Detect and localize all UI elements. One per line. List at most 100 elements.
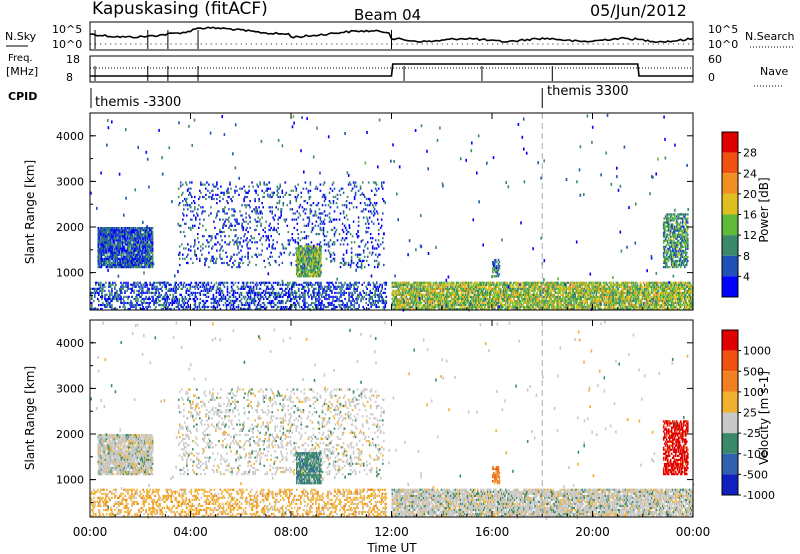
data-cell bbox=[100, 257, 103, 260]
data-cell bbox=[105, 237, 108, 240]
data-cell bbox=[100, 263, 103, 267]
data-cell bbox=[402, 285, 405, 288]
data-cell bbox=[309, 245, 311, 248]
data-cell bbox=[333, 226, 336, 229]
data-cell bbox=[102, 247, 105, 250]
data-cell bbox=[204, 301, 207, 305]
data-cell bbox=[105, 241, 108, 244]
data-cell bbox=[101, 245, 104, 248]
data-cell bbox=[109, 251, 112, 254]
data-cell bbox=[145, 301, 147, 305]
data-cell bbox=[345, 237, 348, 240]
data-cell bbox=[348, 285, 350, 288]
data-cell bbox=[177, 253, 180, 256]
data-cell bbox=[199, 257, 201, 260]
data-cell bbox=[240, 214, 242, 217]
data-cell bbox=[225, 303, 228, 307]
data-cell bbox=[186, 261, 188, 265]
data-cell bbox=[413, 283, 416, 286]
data-cell bbox=[204, 263, 206, 267]
data-cell bbox=[454, 295, 457, 298]
data-cell bbox=[254, 210, 256, 213]
data-cell bbox=[311, 275, 313, 278]
data-cell bbox=[477, 295, 480, 298]
data-cell bbox=[293, 253, 296, 256]
data-cell bbox=[338, 281, 340, 284]
data-cell bbox=[136, 249, 139, 252]
data-cell bbox=[344, 303, 346, 307]
data-cell bbox=[402, 305, 405, 309]
data-cell bbox=[473, 291, 476, 294]
data-cell bbox=[336, 285, 338, 288]
data-cell bbox=[143, 307, 145, 311]
data-cell bbox=[433, 305, 436, 309]
data-cell bbox=[347, 261, 350, 265]
data-cell bbox=[170, 287, 172, 290]
data-cell bbox=[226, 293, 229, 296]
data-cell bbox=[111, 239, 114, 242]
data-cell bbox=[141, 243, 144, 246]
data-cell bbox=[169, 289, 171, 292]
data-cell bbox=[441, 293, 444, 296]
data-cell bbox=[420, 289, 423, 292]
data-cell bbox=[259, 218, 261, 221]
data-cell bbox=[123, 227, 126, 230]
data-cell bbox=[409, 303, 412, 307]
data-cell bbox=[342, 301, 344, 305]
data-cell bbox=[299, 275, 301, 278]
data-cell bbox=[211, 285, 214, 288]
data-cell bbox=[139, 247, 142, 250]
data-cell bbox=[165, 301, 167, 305]
data-cell bbox=[428, 283, 431, 286]
data-cell bbox=[421, 293, 424, 296]
data-cell bbox=[357, 220, 360, 223]
data-cell bbox=[304, 305, 306, 309]
data-cell bbox=[281, 191, 284, 194]
data-cell bbox=[143, 245, 146, 248]
data-cell bbox=[217, 187, 219, 190]
data-cell bbox=[473, 297, 476, 301]
data-cell bbox=[149, 229, 152, 232]
data-cell bbox=[457, 293, 460, 296]
data-cell bbox=[483, 299, 485, 303]
data-cell bbox=[395, 289, 398, 292]
data-cell bbox=[458, 307, 461, 311]
data-cell bbox=[407, 281, 410, 284]
data-cell bbox=[439, 293, 442, 296]
data-cell bbox=[189, 287, 192, 290]
data-cell bbox=[334, 230, 337, 234]
data-cell bbox=[330, 289, 332, 292]
data-cell bbox=[365, 291, 367, 294]
data-cell bbox=[298, 275, 300, 278]
data-cell bbox=[144, 251, 147, 254]
data-cell bbox=[325, 293, 327, 296]
data-cell bbox=[237, 303, 240, 307]
data-cell bbox=[101, 257, 104, 260]
data-cell bbox=[236, 241, 238, 244]
data-cell bbox=[128, 251, 131, 254]
data-cell bbox=[449, 295, 452, 298]
data-cell bbox=[203, 287, 206, 290]
data-cell bbox=[121, 259, 124, 262]
data-cell bbox=[304, 291, 306, 294]
data-cell bbox=[286, 283, 288, 286]
data-cell bbox=[186, 255, 188, 258]
data-cell bbox=[309, 249, 311, 252]
data-cell bbox=[217, 233, 219, 236]
data-cell bbox=[194, 293, 197, 296]
data-cell bbox=[439, 305, 442, 309]
data-cell bbox=[174, 283, 176, 286]
data-cell bbox=[438, 303, 441, 307]
data-cell bbox=[244, 189, 246, 192]
data-cell bbox=[303, 230, 306, 234]
data-cell bbox=[339, 212, 342, 215]
data-cell bbox=[140, 299, 142, 303]
data-cell bbox=[127, 241, 130, 244]
data-cell bbox=[116, 263, 119, 267]
data-cell bbox=[401, 287, 404, 290]
data-cell bbox=[438, 283, 441, 286]
data-cell bbox=[470, 307, 473, 311]
data-cell bbox=[254, 291, 257, 294]
data-cell bbox=[369, 210, 372, 213]
data-cell bbox=[143, 257, 146, 260]
